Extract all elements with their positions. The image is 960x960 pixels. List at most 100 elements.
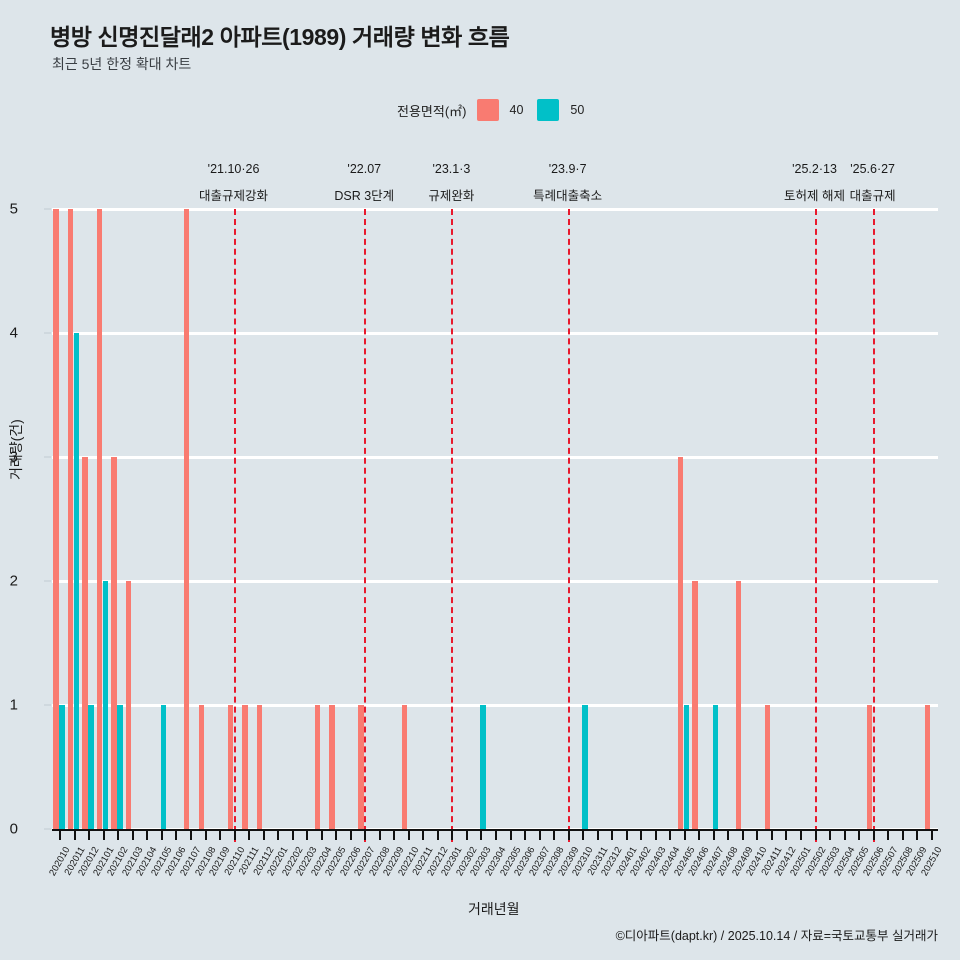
x-tick-mark bbox=[814, 829, 817, 840]
bar-202310-50[interactable] bbox=[582, 705, 588, 829]
legend-swatch-50 bbox=[537, 99, 560, 121]
bar-202506-40[interactable] bbox=[866, 705, 873, 829]
bar-202405-40[interactable] bbox=[677, 457, 684, 829]
y-tick-label: 0 bbox=[9, 820, 18, 838]
x-tick-mark bbox=[335, 829, 338, 840]
x-tick-mark bbox=[800, 829, 803, 840]
y-tick-label: 1 bbox=[9, 696, 18, 714]
event-line-202502 bbox=[814, 209, 817, 842]
bar-202407-50[interactable] bbox=[712, 705, 719, 829]
x-tick-mark bbox=[829, 829, 832, 840]
gridline bbox=[52, 331, 938, 335]
event-date-202506: '25.6·27 bbox=[850, 162, 896, 176]
x-tick-mark bbox=[88, 829, 91, 840]
x-tick-mark bbox=[625, 829, 628, 840]
bar-202112-40[interactable] bbox=[256, 705, 263, 829]
event-name-202506: 대출규제 bbox=[849, 189, 896, 203]
x-tick-mark bbox=[509, 829, 512, 840]
x-tick-mark bbox=[233, 829, 236, 840]
x-tick-mark bbox=[146, 829, 149, 840]
x-tick-mark bbox=[277, 829, 280, 840]
x-tick-mark bbox=[349, 829, 352, 840]
bar-202411-40[interactable] bbox=[765, 705, 771, 829]
y-tick-label: 4 bbox=[9, 324, 18, 342]
event-name-202502: 토허제 해제 bbox=[784, 189, 846, 203]
x-tick-mark bbox=[756, 829, 759, 840]
event-date-202207: '22.07 bbox=[347, 162, 382, 176]
event-name-202301: 규제완화 bbox=[428, 189, 475, 203]
event-date-202301: '23.1·3 bbox=[432, 162, 471, 176]
plot-area bbox=[52, 207, 938, 831]
legend-label-40: 40 bbox=[509, 103, 524, 117]
x-tick-mark bbox=[189, 829, 192, 840]
x-tick-mark bbox=[495, 829, 497, 840]
bar-202101-50[interactable] bbox=[102, 581, 109, 829]
x-tick-mark bbox=[916, 829, 919, 840]
x-tick-mark bbox=[262, 829, 265, 840]
bar-202105-50[interactable] bbox=[160, 705, 167, 829]
legend-label-50: 50 bbox=[570, 103, 585, 117]
bar-202010-40[interactable] bbox=[53, 209, 59, 829]
x-tick-mark bbox=[654, 829, 657, 840]
bar-202110-40[interactable] bbox=[227, 705, 234, 829]
footer-credit: ©디아파트(dapt.kr) / 2025.10.14 / 자료=국토교통부 실… bbox=[615, 929, 938, 943]
bar-202010-50[interactable] bbox=[59, 705, 65, 829]
x-tick-mark bbox=[538, 829, 541, 840]
y-tick-label: 2 bbox=[9, 572, 18, 590]
x-tick-mark bbox=[378, 829, 381, 840]
bar-202204-40[interactable] bbox=[314, 705, 321, 829]
x-tick-mark bbox=[480, 829, 483, 840]
event-line-202506 bbox=[872, 209, 875, 842]
y-tick-mark bbox=[44, 828, 51, 830]
bar-202103-40[interactable] bbox=[125, 581, 132, 829]
bar-202011-50[interactable] bbox=[73, 333, 80, 829]
event-line-202110 bbox=[233, 209, 236, 842]
bar-202303-50[interactable] bbox=[480, 705, 486, 829]
bar-202107-40[interactable] bbox=[184, 209, 190, 829]
bar-202405-50[interactable] bbox=[683, 705, 690, 829]
x-tick-mark bbox=[669, 829, 672, 840]
y-tick-label: 5 bbox=[9, 200, 18, 218]
x-tick-mark bbox=[741, 829, 744, 840]
x-tick-mark bbox=[364, 829, 367, 840]
bar-202409-40[interactable] bbox=[735, 581, 742, 829]
gridline bbox=[52, 703, 938, 707]
bar-202205-40[interactable] bbox=[329, 705, 335, 829]
x-tick-mark bbox=[175, 829, 178, 840]
x-tick-mark bbox=[465, 829, 468, 840]
x-tick-mark bbox=[73, 829, 76, 840]
y-tick-mark bbox=[44, 580, 51, 582]
x-tick-mark bbox=[596, 829, 599, 840]
legend-item-50[interactable]: 50 bbox=[537, 99, 584, 121]
bar-202207-40[interactable] bbox=[358, 705, 364, 829]
bar-202011-40[interactable] bbox=[67, 209, 74, 829]
x-tick-mark bbox=[291, 829, 294, 840]
legend-item-40[interactable]: 40 bbox=[476, 99, 524, 121]
bar-202510-40[interactable] bbox=[924, 705, 931, 829]
x-tick-mark bbox=[422, 829, 425, 840]
x-tick-mark bbox=[117, 829, 120, 840]
x-tick-mark bbox=[553, 829, 556, 840]
bar-202108-40[interactable] bbox=[198, 705, 204, 829]
x-tick-mark bbox=[683, 829, 686, 840]
bar-202111-40[interactable] bbox=[242, 705, 248, 829]
chart-legend: 전용면적(㎡) 40 50 bbox=[397, 99, 598, 121]
bar-202102-40[interactable] bbox=[111, 457, 117, 829]
x-axis-title: 거래년월 bbox=[468, 901, 520, 917]
bar-202406-40[interactable] bbox=[692, 581, 698, 829]
bar-202210-40[interactable] bbox=[401, 705, 408, 829]
bar-202102-50[interactable] bbox=[117, 705, 123, 829]
x-tick-mark bbox=[407, 829, 410, 840]
legend-swatch-40 bbox=[476, 99, 499, 121]
x-tick-mark bbox=[393, 829, 396, 840]
x-tick-mark bbox=[567, 829, 570, 840]
gridline bbox=[52, 455, 938, 459]
bar-202012-50[interactable] bbox=[88, 705, 94, 829]
x-tick-mark bbox=[320, 829, 323, 840]
bar-202012-40[interactable] bbox=[82, 457, 88, 829]
x-tick-mark bbox=[887, 829, 890, 840]
bar-202101-40[interactable] bbox=[96, 209, 103, 829]
x-tick-mark bbox=[524, 829, 527, 840]
x-tick-mark bbox=[131, 829, 134, 840]
